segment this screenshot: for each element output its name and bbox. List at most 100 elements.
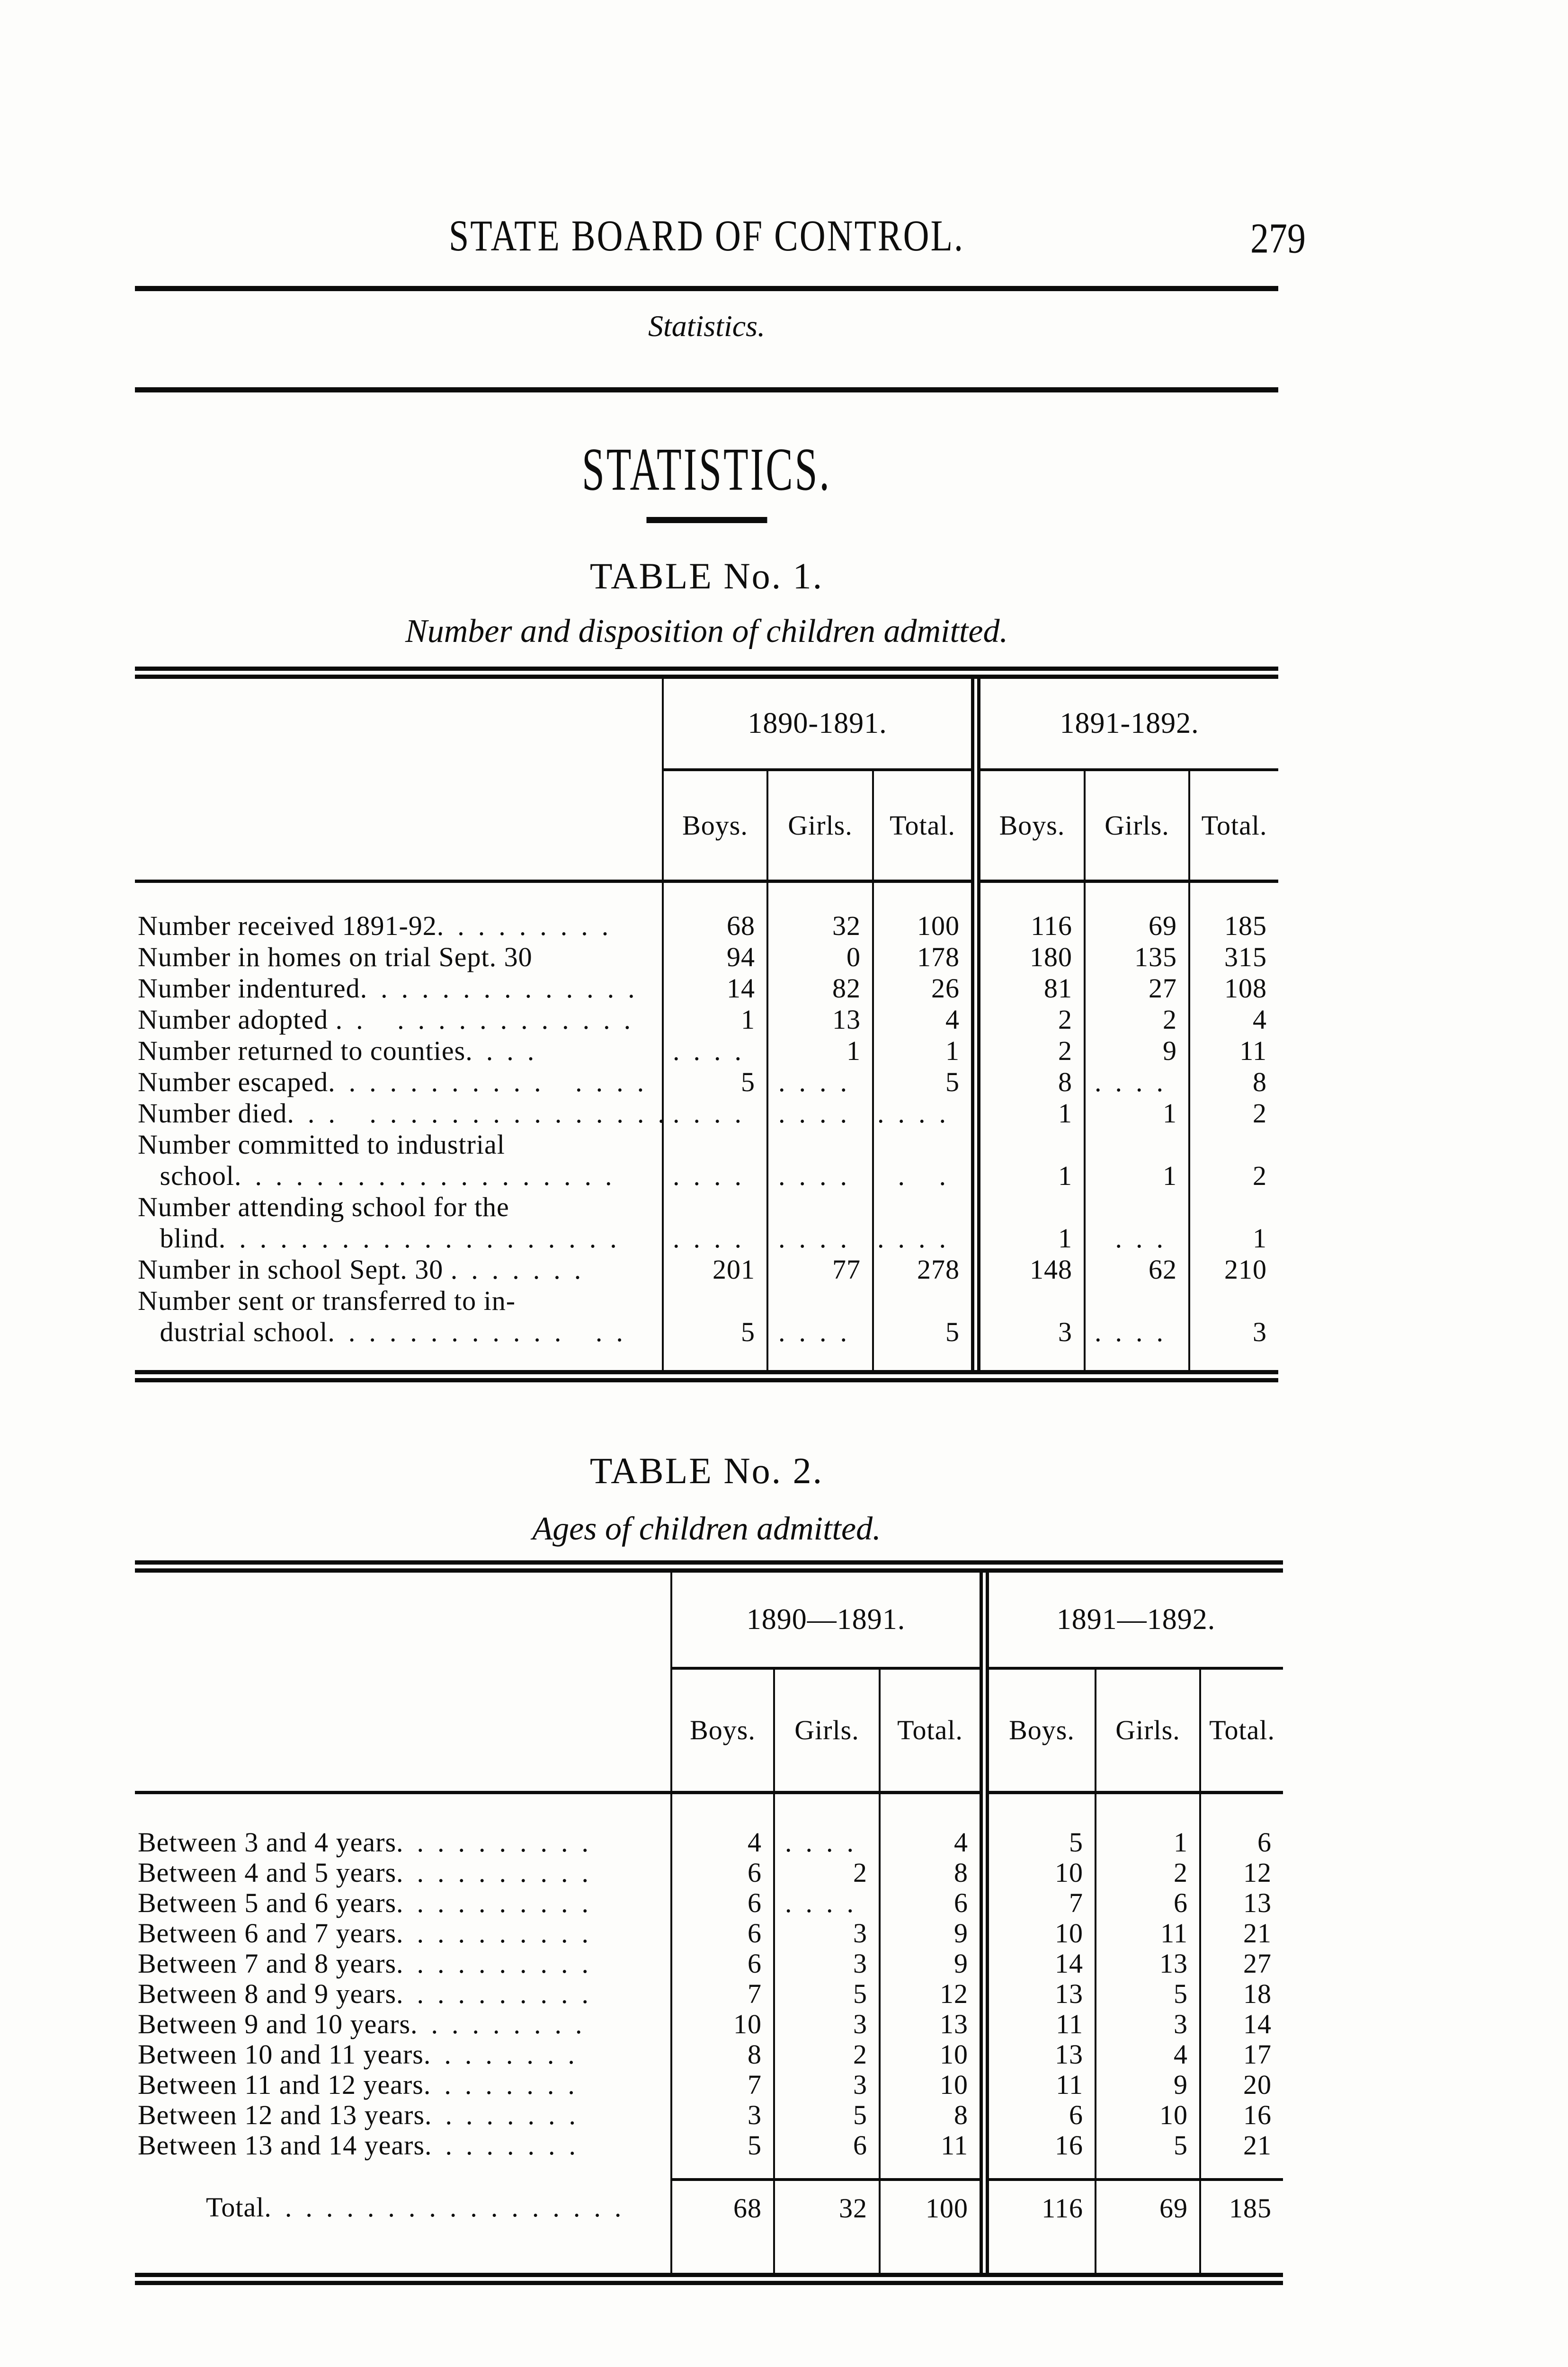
value-cell xyxy=(1199,1792,1283,1827)
table-row: Between 5 and 6 years.......... 6.... 6 7 6 1… xyxy=(135,1888,1283,1918)
value-cell: 3 xyxy=(1095,2009,1201,2039)
value-cell: 5 xyxy=(872,1067,976,1098)
horizontal-rule xyxy=(135,286,1278,291)
value-cell: 148 xyxy=(971,1254,1085,1285)
value-cell: 18 xyxy=(1199,1979,1283,2009)
value-cell: 7 xyxy=(748,1978,762,2009)
value-cell: 2 xyxy=(1188,1129,1279,1192)
value-cell: 10 xyxy=(980,1918,1096,1949)
value-cell: 26 xyxy=(872,973,976,1004)
row-label: Between 3 and 4 years.......... xyxy=(135,1827,672,1858)
value-cell xyxy=(766,1348,873,1376)
value-cell: 2 xyxy=(1084,1004,1190,1035)
value-cell xyxy=(766,881,873,910)
row-label xyxy=(135,1792,672,1827)
value-cell: 7 xyxy=(748,2069,762,2100)
value-cell xyxy=(1188,1348,1279,1376)
table-row: Number sent or transferred to in- dustri… xyxy=(135,1285,1279,1348)
table-row: Between 12 and 13 years........ 3 5 8 6 10 16 xyxy=(135,2100,1283,2130)
table-row: Between 4 and 5 years.......... 6 2 8 10 2 12 xyxy=(135,1858,1283,1888)
value-cell: 185 xyxy=(1188,910,1279,942)
value-cell: 6 xyxy=(748,1948,762,1979)
value-cell: .... xyxy=(673,1223,755,1254)
value-cell: 3 xyxy=(773,1918,880,1949)
table-row xyxy=(135,881,1279,910)
column-header-girls: Girls. xyxy=(766,770,873,883)
dot-leader: ........... .... xyxy=(328,1067,658,1097)
value-cell: 5 xyxy=(741,1067,755,1097)
value-cell: 6 xyxy=(1199,1827,1283,1858)
value-cell: 11 xyxy=(980,2009,1096,2039)
table-row: Between 6 and 7 years.......... 6 3 9 10 11 21 xyxy=(135,1918,1283,1949)
value-cell: 16 xyxy=(1199,2100,1283,2130)
table1-subtitle: Number and disposition of children admit… xyxy=(405,613,1008,650)
value-cell: .... xyxy=(673,1098,755,1129)
value-cell: .... xyxy=(673,1160,755,1191)
value-cell: 5 xyxy=(1095,1979,1201,2009)
value-cell: 82 xyxy=(766,973,873,1004)
value-cell: 68 xyxy=(727,910,755,941)
value-cell: 94 xyxy=(727,942,755,972)
value-cell: 135 xyxy=(1084,942,1190,973)
row-label: Between 6 and 7 years.......... xyxy=(135,1918,672,1949)
row-label: Between 5 and 6 years.......... xyxy=(135,1888,672,1918)
value-cell: 4 xyxy=(1095,2039,1201,2070)
value-cell: 3 xyxy=(773,2070,880,2100)
value-cell: 13 xyxy=(980,2039,1096,2070)
column-header-row: Boys. Girls. Total. Boys. Girls. Total. xyxy=(135,770,1279,883)
value-cell: 100 xyxy=(878,2178,985,2235)
table-row: Number attending school for the blind...… xyxy=(135,1192,1279,1254)
value-cell: 17 xyxy=(1199,2039,1283,2070)
value-cell: 77 xyxy=(766,1254,873,1285)
value-cell xyxy=(1095,2235,1201,2279)
value-cell: 3 xyxy=(773,1949,880,1979)
table2-subtitle: Ages of children admitted. xyxy=(532,1511,881,1547)
value-cell: 5 xyxy=(748,2130,762,2161)
value-cell: 8 xyxy=(748,2039,762,2070)
row-label: Number adopted .. ............ xyxy=(135,1004,664,1035)
row-label: Number indentured.............. xyxy=(135,973,664,1004)
row-label: Between 4 and 5 years.......... xyxy=(135,1858,672,1888)
value-cell: 1 xyxy=(1084,1129,1190,1192)
value-cell: 32 xyxy=(766,910,873,942)
table1-header: 1890-1891. 1891-1892. Boys. Girls. Total… xyxy=(135,673,1279,883)
dot-leader: ... ............... xyxy=(287,1098,663,1129)
value-cell: 13 xyxy=(766,1004,873,1035)
table-row: Between 13 and 14 years........ 5 6 11 16 5 21 xyxy=(135,2130,1283,2161)
column-header-boys: Boys. xyxy=(971,770,1085,883)
table-row xyxy=(135,2161,1283,2180)
value-cell: .... xyxy=(766,1067,873,1098)
row-label xyxy=(135,2161,672,2180)
value-cell: 5 xyxy=(872,1285,976,1348)
value-cell: 5 xyxy=(773,1979,880,2009)
value-cell: 68 xyxy=(671,2178,774,2235)
value-cell: 6 xyxy=(748,1857,762,1888)
value-cell: 11 xyxy=(1188,1035,1279,1067)
column-header-row: Boys. Girls. Total. Boys. Girls. Total. xyxy=(135,1668,1283,1794)
horizontal-rule xyxy=(135,387,1278,392)
value-cell: .... xyxy=(1084,1285,1190,1348)
dot-leader: ........ xyxy=(423,2070,588,2100)
column-header-girls: Girls. xyxy=(773,1668,880,1794)
row-label: Number escaped........... .... xyxy=(135,1067,664,1098)
value-cell: .... xyxy=(766,1098,873,1129)
value-cell: 10 xyxy=(878,2070,985,2100)
table-row xyxy=(135,1348,1279,1376)
column-header-boys: Boys. xyxy=(671,1668,774,1794)
year-group-1890-1891: 1890—1891. xyxy=(671,1566,985,1670)
value-cell: 21 xyxy=(1199,1918,1283,1949)
value-cell: 2 xyxy=(773,2039,880,2070)
row-label xyxy=(135,1348,664,1376)
value-cell: 2 xyxy=(1188,1098,1279,1129)
value-cell: 27 xyxy=(1084,973,1190,1004)
value-cell: 27 xyxy=(1199,1949,1283,1979)
table-row: Between 7 and 8 years.......... 6 3 9 14 13 27 xyxy=(135,1949,1283,1979)
value-cell xyxy=(663,881,767,910)
value-cell: 69 xyxy=(1095,2178,1201,2235)
dot-leader: .................... xyxy=(218,1223,631,1254)
table-row: Between 8 and 9 years.......... 7 5 12 13 5 18 xyxy=(135,1979,1283,2009)
value-cell xyxy=(980,2161,1096,2180)
value-cell: 1 xyxy=(741,1004,755,1035)
value-cell: 3 xyxy=(773,2009,880,2039)
value-cell: 108 xyxy=(1188,973,1279,1004)
